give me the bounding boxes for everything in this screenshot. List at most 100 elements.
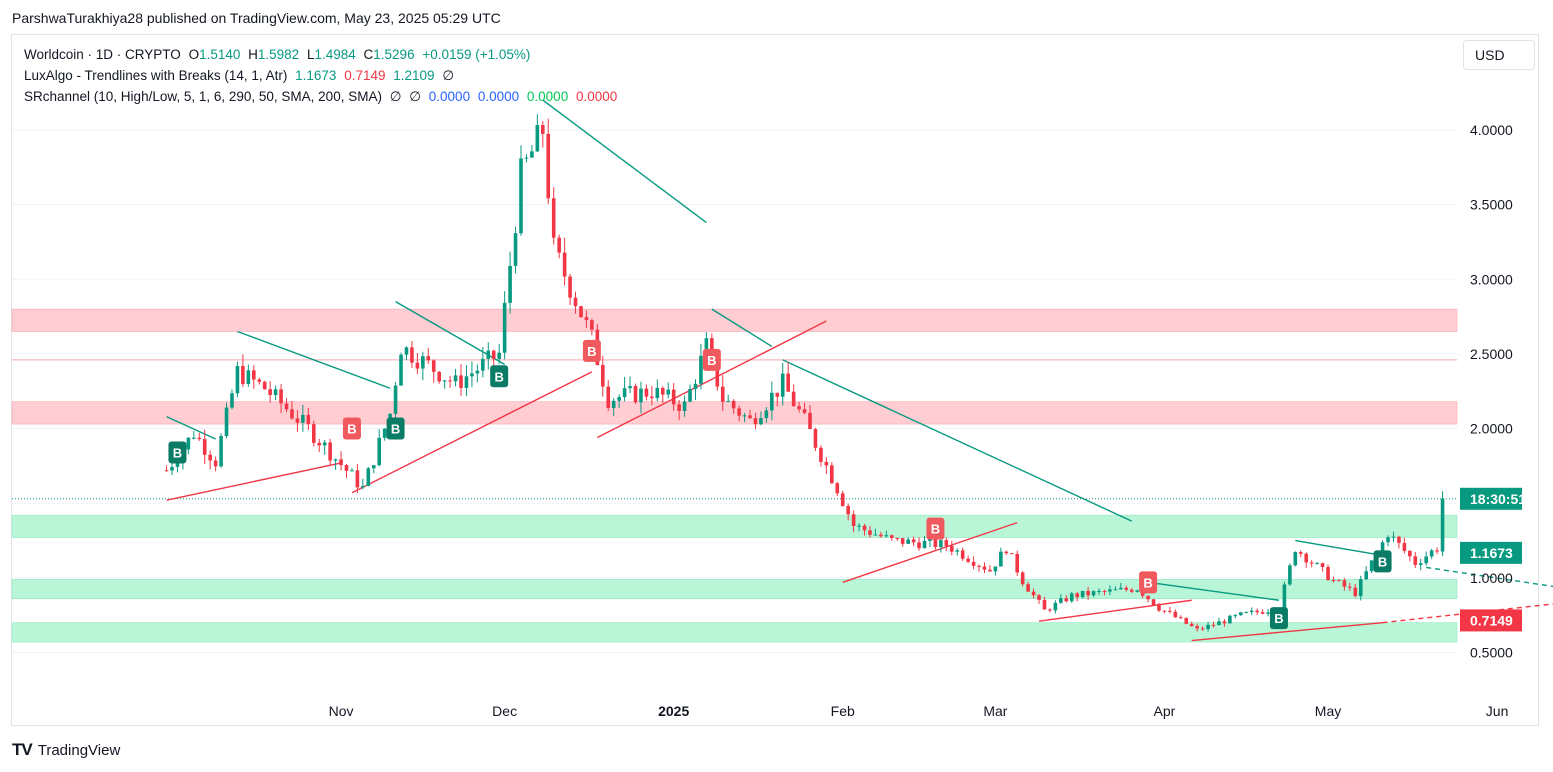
breakout-signal-bearish[interactable]: B: [702, 348, 721, 371]
candle-body: [808, 412, 812, 430]
trendline-down[interactable]: [237, 330, 391, 389]
breakout-signal-bearish[interactable]: B: [582, 339, 601, 362]
trendline-down-projected[interactable]: [1426, 566, 1553, 601]
currency-selector[interactable]: USD: [1463, 40, 1535, 70]
badge-background: [1460, 609, 1522, 632]
candle-body: [622, 388, 627, 397]
breakout-signal-bullish[interactable]: B: [168, 441, 187, 464]
breakout-signal-bearish[interactable]: B: [926, 517, 945, 540]
candle-body: [1135, 590, 1139, 592]
trendline-down[interactable]: [711, 308, 773, 348]
breakout-signal-bullish[interactable]: B: [386, 417, 405, 440]
y-tick-label: 2.0000: [1470, 421, 1513, 437]
trendline-up[interactable]: [842, 521, 1018, 583]
candle-body: [219, 436, 223, 467]
chart-legend: Worldcoin · 1D · CRYPTO O1.5140 H1.5982 …: [24, 44, 621, 107]
x-tick-label: Nov: [329, 703, 354, 719]
candle-body: [186, 437, 191, 450]
trendline-up[interactable]: [351, 371, 593, 494]
candle-body: [666, 389, 671, 395]
trendline-up[interactable]: [166, 462, 342, 501]
candle-body: [862, 525, 867, 531]
candle-body: [224, 407, 229, 437]
candle-body: [704, 338, 709, 356]
trendline-down[interactable]: [1147, 581, 1280, 601]
y-tick-label: 3.5000: [1470, 197, 1513, 213]
candle-body: [1228, 615, 1232, 624]
candle-body: [868, 530, 872, 535]
candle-body: [1238, 612, 1243, 616]
candle-body: [1048, 609, 1052, 611]
high-value: 1.5982: [257, 47, 300, 62]
trendline-up[interactable]: [1038, 599, 1192, 622]
candle-body: [770, 392, 774, 411]
candle-body: [322, 442, 327, 446]
breakout-signal-bullish[interactable]: B: [490, 365, 509, 388]
candle-body: [933, 538, 938, 548]
candle-body: [546, 133, 551, 199]
candle-body: [1146, 595, 1150, 600]
signal-label: B: [707, 353, 716, 368]
candle-body: [879, 534, 883, 537]
indicator-value: ∅: [442, 68, 455, 83]
candle-body: [1086, 590, 1090, 596]
badge-label: 0.7149: [1470, 612, 1513, 628]
symbol-label[interactable]: Worldcoin · 1D · CRYPTO: [24, 47, 181, 62]
trendline-down[interactable]: [782, 359, 1133, 522]
candle-body: [644, 388, 649, 397]
candle-body: [551, 198, 556, 238]
trendline-down[interactable]: [166, 415, 216, 440]
y-tick-label: 1.0000: [1470, 570, 1513, 586]
breakout-signal-bearish[interactable]: B: [1139, 571, 1158, 594]
indicator-name[interactable]: LuxAlgo - Trendlines with Breaks (14, 1,…: [24, 68, 288, 83]
signal-label: B: [1143, 575, 1152, 590]
candle-body: [355, 470, 360, 488]
candle-body: [1260, 612, 1265, 614]
candle-body: [884, 535, 889, 537]
candle-body: [786, 373, 790, 392]
candle-body: [1113, 589, 1118, 591]
trendline-up-projected[interactable]: [1382, 593, 1553, 624]
trendline-up[interactable]: [597, 320, 827, 439]
indicator-row-trendlines[interactable]: LuxAlgo - Trendlines with Breaks (14, 1,…: [24, 65, 621, 86]
candle-body: [982, 566, 987, 570]
price-axis-badge: 1.1673: [1460, 541, 1522, 564]
indicator-value: 0.0000: [428, 89, 471, 104]
candle-body: [1069, 593, 1074, 602]
trendline-down[interactable]: [395, 301, 505, 365]
candle-body: [830, 465, 834, 484]
x-tick-label: Apr: [1154, 703, 1176, 719]
candle-body: [1244, 612, 1249, 614]
candle-body: [262, 381, 267, 390]
candle-body: [573, 297, 578, 307]
breakout-signal-bullish[interactable]: B: [1269, 607, 1288, 630]
candle-body: [382, 428, 387, 438]
candle-body: [562, 252, 567, 277]
candle-body: [568, 276, 572, 298]
x-tick-label: May: [1315, 703, 1341, 719]
candle-body: [459, 375, 463, 388]
candle-body: [1424, 556, 1428, 564]
indicator-name[interactable]: SRchannel (10, High/Low, 5, 1, 6, 290, 5…: [24, 89, 382, 104]
candle-body: [170, 466, 174, 471]
chart-frame: [11, 34, 1539, 726]
indicator-value: 0.0000: [575, 89, 618, 104]
candle-body: [1151, 599, 1156, 606]
breakout-signal-bullish[interactable]: B: [1373, 550, 1392, 573]
breakout-signal-bearish[interactable]: B: [342, 417, 361, 440]
candle-body: [1320, 563, 1325, 568]
candle-body: [797, 406, 801, 410]
trendline-up[interactable]: [1191, 621, 1383, 642]
signal-label: B: [931, 522, 940, 537]
candle-body: [344, 465, 349, 471]
footer-brand[interactable]: TV TradingView: [12, 740, 120, 760]
indicator-row-srchannel[interactable]: SRchannel (10, High/Low, 5, 1, 6, 290, 5…: [24, 86, 621, 107]
trendline-down[interactable]: [1295, 539, 1383, 557]
candle-body: [639, 388, 643, 403]
candle-body: [404, 347, 409, 355]
candle-body: [464, 376, 469, 388]
trendline-down[interactable]: [542, 99, 707, 224]
candle-body: [339, 459, 343, 466]
candle-body: [1037, 595, 1041, 600]
